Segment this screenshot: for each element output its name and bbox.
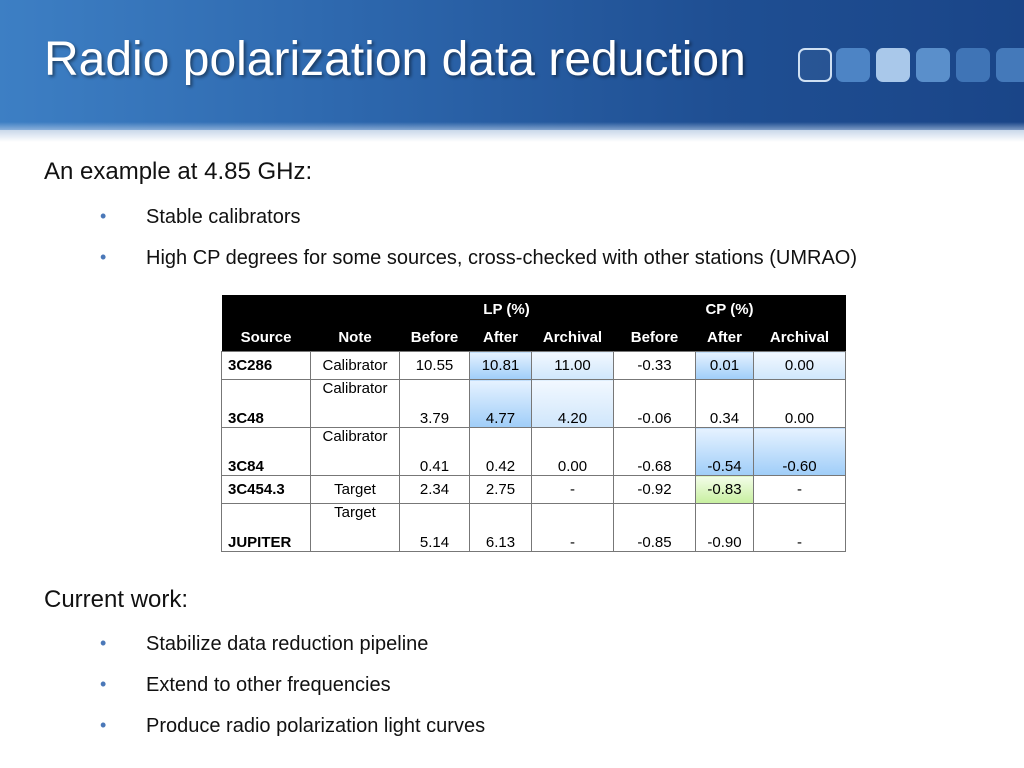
cell-lp-archival: 0.00	[531, 427, 614, 476]
cell-cp-archival: 0.00	[753, 379, 846, 428]
column-header: Before	[613, 323, 696, 352]
cell-cp-after: -0.54	[695, 427, 754, 476]
cell-cp-archival: -	[753, 503, 846, 552]
cell-cp-before: -0.92	[613, 475, 696, 504]
cell-source: JUPITER	[221, 503, 311, 552]
cell-lp-before: 5.14	[399, 503, 470, 552]
cell-cp-after: -0.83	[695, 475, 754, 504]
title-bar: Radio polarization data reduction	[0, 0, 1024, 130]
cell-lp-archival: -	[531, 475, 614, 504]
column-header: Archival	[753, 323, 846, 352]
bullet-icon: •	[100, 633, 107, 653]
bullet-text: High CP degrees for some sources, cross-…	[146, 247, 858, 269]
cell-lp-before: 0.41	[399, 427, 470, 476]
deco-square-icon	[996, 48, 1024, 82]
column-header: Source	[221, 323, 311, 352]
cell-source: 3C454.3	[221, 475, 311, 504]
table-row: JUPITER Target 5.14 6.13 - -0.85 -0.90 -	[221, 503, 846, 552]
deco-square-icon	[876, 48, 910, 82]
bullet-text: Produce radio polarization light curves	[146, 715, 486, 737]
cell-cp-after: 0.01	[695, 351, 754, 380]
cell-cp-before: -0.68	[613, 427, 696, 476]
cell-note: Calibrator	[310, 351, 400, 380]
bullet-text: Stabilize data reduction pipeline	[146, 633, 429, 655]
cell-cp-archival: 0.00	[753, 351, 846, 380]
column-header: Before	[399, 323, 470, 352]
cell-note: Target	[310, 475, 400, 504]
group-header-cp: CP (%)	[613, 295, 846, 323]
cell-cp-archival: -0.60	[753, 427, 846, 476]
deco-square-icon	[916, 48, 950, 82]
cell-lp-archival: -	[531, 503, 614, 552]
cell-cp-before: -0.06	[613, 379, 696, 428]
cell-source: 3C84	[221, 427, 311, 476]
bullet-icon: •	[100, 715, 107, 735]
header-divider	[0, 130, 1024, 142]
cell-lp-after: 0.42	[469, 427, 532, 476]
cell-note: Target	[310, 503, 400, 552]
bullet-icon: •	[100, 247, 107, 267]
heading-current-work: Current work:	[44, 586, 189, 613]
column-header: After	[469, 323, 532, 352]
cell-cp-before: -0.33	[613, 351, 696, 380]
bullet-icon: •	[100, 674, 107, 694]
group-header-empty	[221, 295, 311, 323]
bullet-icon: •	[100, 206, 107, 226]
cell-lp-before: 3.79	[399, 379, 470, 428]
deco-square-icon	[836, 48, 870, 82]
polarization-table: LP (%) CP (%) Source Note Before After A…	[221, 295, 846, 552]
cell-lp-after: 10.81	[469, 351, 532, 380]
cell-lp-archival: 4.20	[531, 379, 614, 428]
column-header: Note	[310, 323, 400, 352]
cell-lp-after: 2.75	[469, 475, 532, 504]
table-row: 3C84 Calibrator 0.41 0.42 0.00 -0.68 -0.…	[221, 427, 846, 476]
table-group-header-row: LP (%) CP (%)	[221, 295, 846, 323]
cell-lp-after: 4.77	[469, 379, 532, 428]
cell-note: Calibrator	[310, 379, 400, 428]
column-header: Archival	[531, 323, 614, 352]
cell-note: Calibrator	[310, 427, 400, 476]
slide-title: Radio polarization data reduction	[44, 33, 746, 86]
heading-example: An example at 4.85 GHz:	[44, 158, 313, 185]
cell-source: 3C286	[221, 351, 311, 380]
cell-cp-after: 0.34	[695, 379, 754, 428]
cell-cp-after: -0.90	[695, 503, 754, 552]
table-row: 3C48 Calibrator 3.79 4.77 4.20 -0.06 0.3…	[221, 379, 846, 428]
cell-cp-archival: -	[753, 475, 846, 504]
table-header-row: Source Note Before After Archival Before…	[221, 323, 846, 352]
table-row: 3C454.3 Target 2.34 2.75 - -0.92 -0.83 -	[221, 475, 846, 504]
cell-lp-before: 2.34	[399, 475, 470, 504]
deco-square-icon	[798, 48, 832, 82]
cell-cp-before: -0.85	[613, 503, 696, 552]
cell-source: 3C48	[221, 379, 311, 428]
group-header-empty	[310, 295, 400, 323]
bullet-text: Extend to other frequencies	[146, 674, 391, 696]
bullet-text: Stable calibrators	[146, 206, 301, 228]
column-header: After	[695, 323, 754, 352]
group-header-lp: LP (%)	[399, 295, 614, 323]
deco-square-icon	[956, 48, 990, 82]
table-row: 3C286 Calibrator 10.55 10.81 11.00 -0.33…	[221, 351, 846, 380]
cell-lp-before: 10.55	[399, 351, 470, 380]
cell-lp-after: 6.13	[469, 503, 532, 552]
cell-lp-archival: 11.00	[531, 351, 614, 380]
